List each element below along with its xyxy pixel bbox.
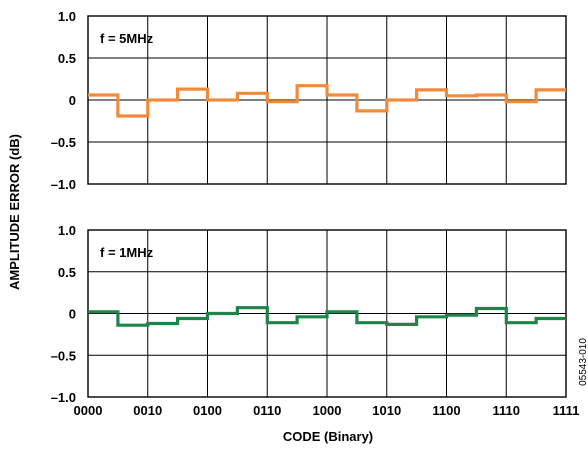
x-tick-label: 1100	[432, 403, 460, 418]
plot-frame	[87, 229, 567, 398]
y-tick-label: 0.5	[58, 51, 76, 66]
y-tick-label: 0	[69, 307, 76, 322]
x-tick-label: 0000	[74, 403, 103, 418]
y-tick-label: 0	[69, 93, 76, 108]
y-tick-label: –0.5	[51, 348, 76, 363]
series-line	[88, 84, 566, 118]
y-tick-label: –1.0	[51, 177, 76, 192]
x-tick-label: 1000	[313, 403, 342, 418]
y-tick-label: 0.5	[58, 265, 76, 280]
x-tick-label: 1010	[372, 403, 401, 418]
panel-label: f = 5MHz	[100, 31, 154, 46]
series-line	[88, 306, 566, 327]
x-axis-title: CODE (Binary)	[283, 429, 373, 444]
x-tick-label: 1111	[553, 403, 580, 418]
x-tick-labels: 0000 0010 0100 0110 1000 1010 1100 1110 1111	[74, 403, 580, 418]
y-tick-label: 1.0	[58, 223, 76, 238]
x-tick-label: 0010	[133, 403, 162, 418]
x-tick-label: 1110	[493, 403, 521, 418]
bottom-panel: 1.0 0.5 0 –0.5 –1.0 f = 1MHz	[51, 223, 567, 405]
x-tick-label: 0110	[253, 403, 281, 418]
y-tick-label: –1.0	[51, 390, 76, 405]
x-tick-label: 0100	[193, 403, 222, 418]
y-tick-label: 1.0	[58, 9, 76, 24]
y-tick-label: –0.5	[51, 135, 76, 150]
figure-id: 05543-010	[578, 338, 588, 386]
top-panel: 1.0 0.5 0 –0.5 –1.0 f = 5MHz	[51, 9, 567, 192]
panel-label: f = 1MHz	[100, 245, 154, 260]
plot-frame	[87, 15, 567, 185]
y-axis-title: AMPLITUDE ERROR (dB)	[7, 134, 22, 290]
